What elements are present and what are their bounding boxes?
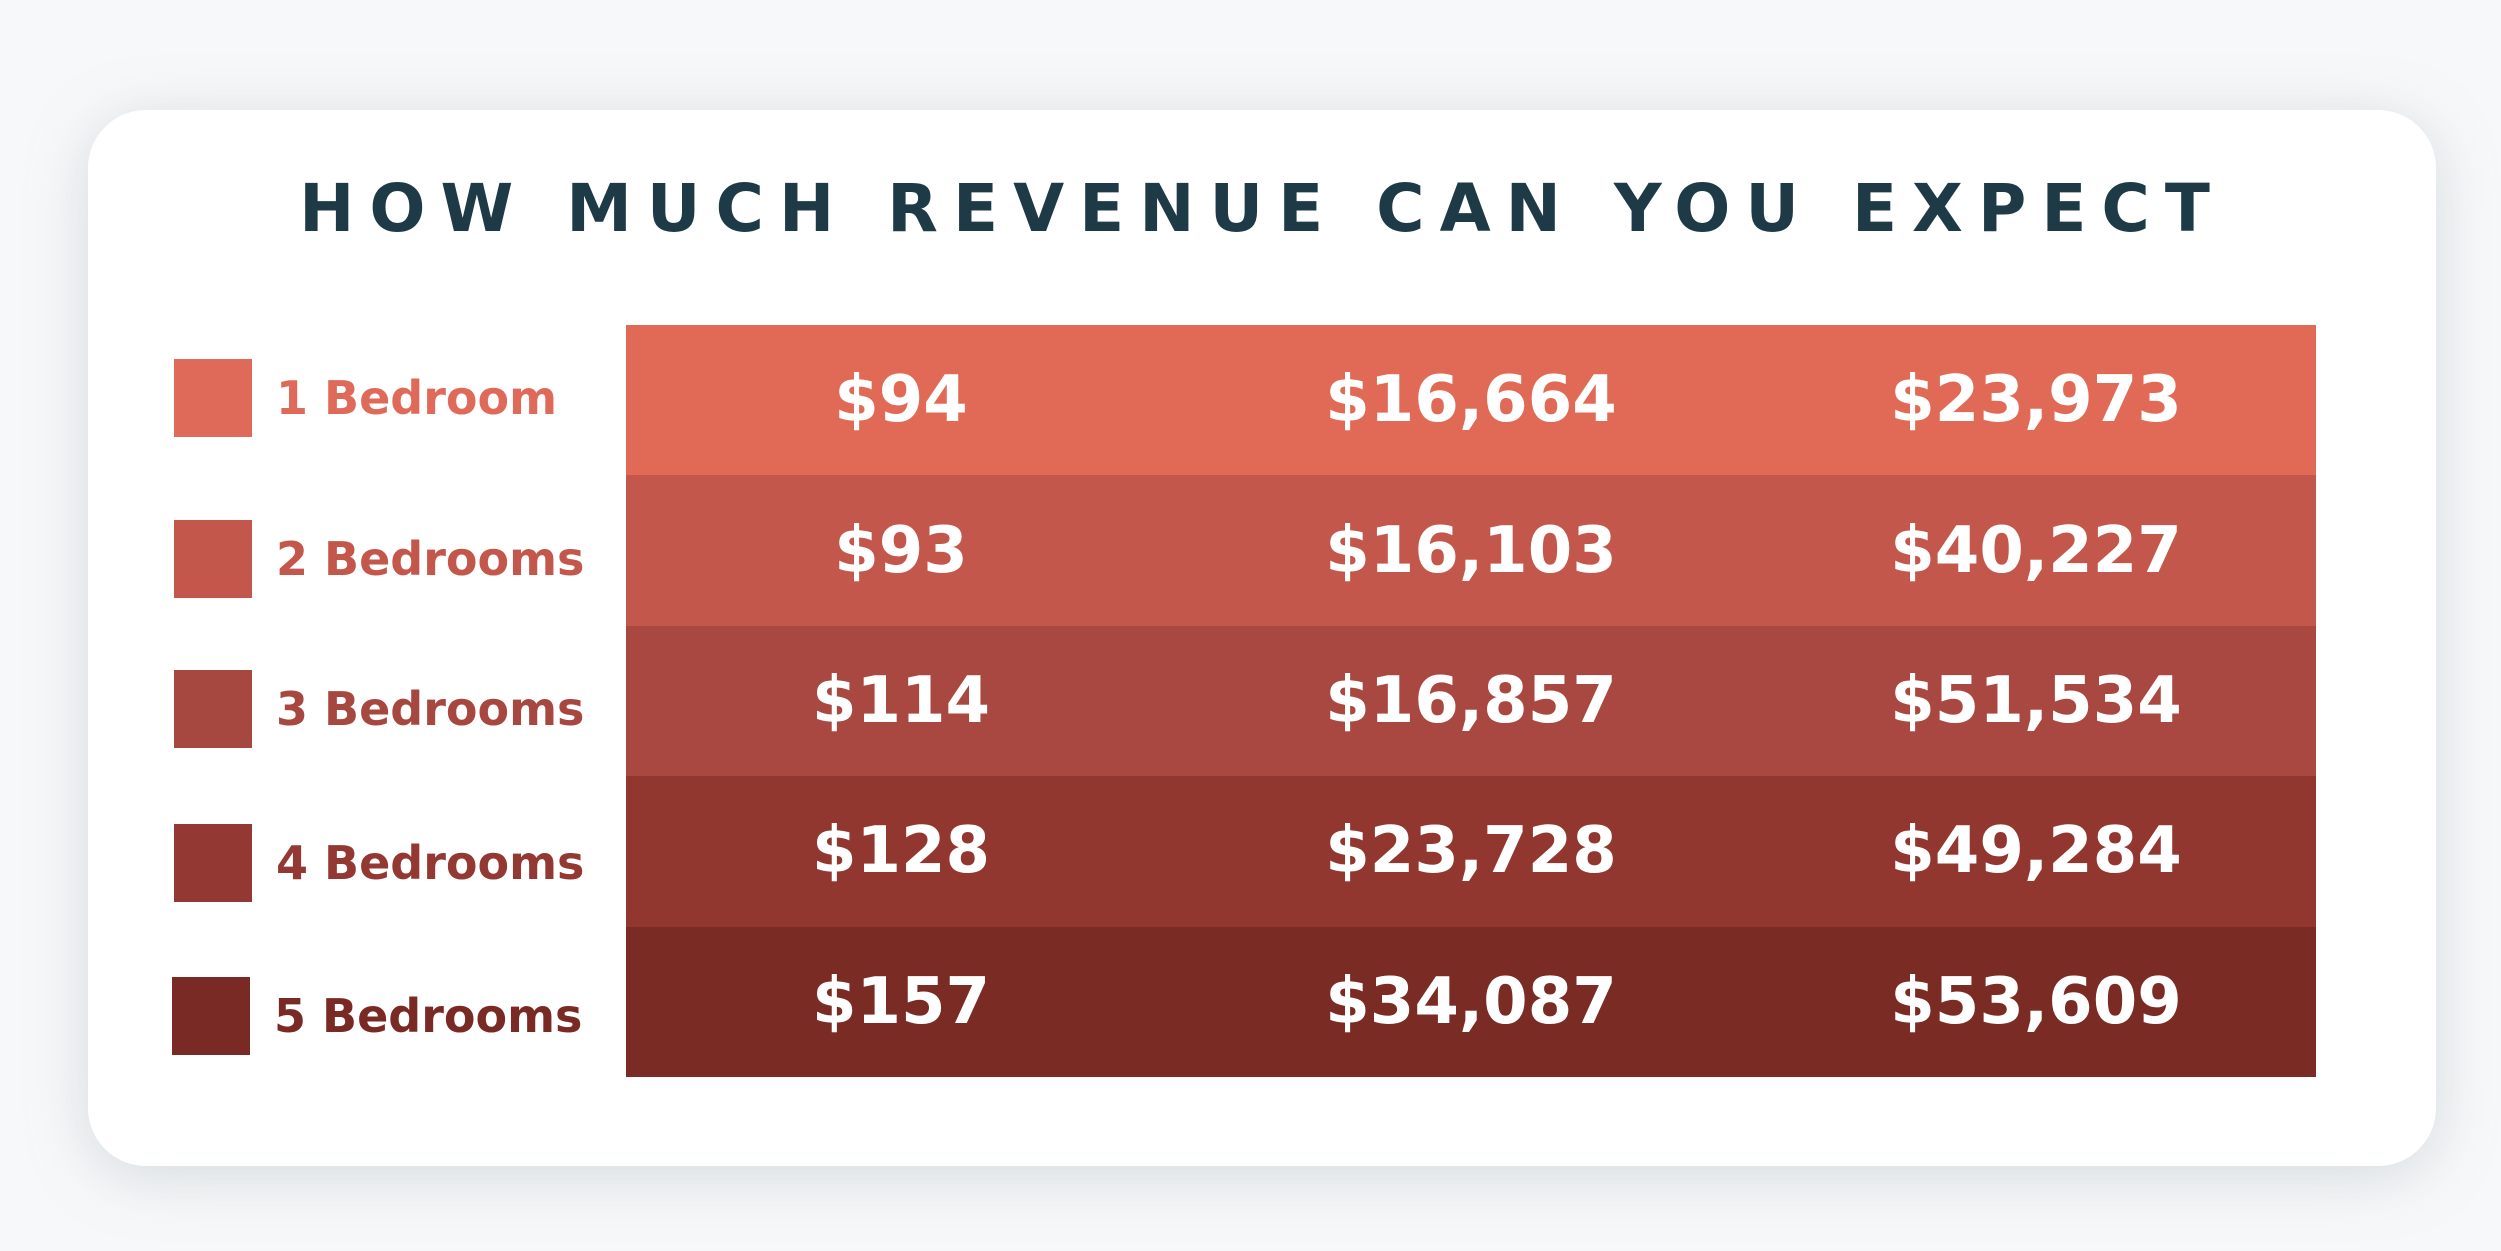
legend-label: 2 Bedrooms bbox=[276, 532, 585, 586]
legend-item: 3 Bedrooms bbox=[174, 670, 584, 748]
legend-swatch bbox=[174, 670, 252, 748]
table-cell: $128 bbox=[811, 814, 991, 889]
table-cell: $40,227 bbox=[1890, 513, 2182, 588]
revenue-table: $94 $16,664 $23,973 $93 $16,103 $40,227 … bbox=[626, 325, 2316, 1077]
table-cell: $94 bbox=[834, 363, 968, 438]
table-row: $94 $16,664 $23,973 bbox=[626, 325, 2316, 476]
table-cell: $51,534 bbox=[1890, 663, 2182, 738]
legend-item: 2 Bedrooms bbox=[174, 520, 584, 598]
revenue-card: HOW MUCH REVENUE CAN YOU EXPECT 1 Bedroo… bbox=[88, 110, 2436, 1166]
table-cell: $93 bbox=[834, 513, 968, 588]
table-cell: $114 bbox=[811, 663, 991, 738]
legend-label: 1 Bedroom bbox=[276, 371, 558, 425]
table-cell: $16,664 bbox=[1325, 363, 1617, 438]
table-row: $157 $34,087 $53,609 bbox=[626, 926, 2316, 1077]
legend-item: 5 Bedrooms bbox=[172, 977, 582, 1055]
table-cell: $49,284 bbox=[1890, 814, 2182, 889]
legend-swatch bbox=[174, 520, 252, 598]
legend-label: 4 Bedrooms bbox=[276, 836, 585, 890]
table-cell: $157 bbox=[811, 964, 991, 1039]
table-cell: $53,609 bbox=[1890, 964, 2182, 1039]
table-cell: $34,087 bbox=[1325, 964, 1617, 1039]
legend-swatch bbox=[174, 824, 252, 902]
chart-title: HOW MUCH REVENUE CAN YOU EXPECT bbox=[299, 170, 2225, 247]
table-row: $128 $23,728 $49,284 bbox=[626, 776, 2316, 927]
table-row: $93 $16,103 $40,227 bbox=[626, 475, 2316, 626]
legend-swatch bbox=[174, 359, 252, 437]
table-cell: $23,973 bbox=[1890, 363, 2182, 438]
legend-label: 3 Bedrooms bbox=[276, 682, 585, 736]
table-cell: $16,857 bbox=[1325, 663, 1617, 738]
legend-item: 4 Bedrooms bbox=[174, 824, 584, 902]
legend-label: 5 Bedrooms bbox=[274, 989, 583, 1043]
table-row: $114 $16,857 $51,534 bbox=[626, 625, 2316, 777]
table-cell: $16,103 bbox=[1325, 513, 1617, 588]
legend-item: 1 Bedroom bbox=[174, 359, 557, 437]
legend-swatch bbox=[172, 977, 250, 1055]
table-cell: $23,728 bbox=[1325, 814, 1617, 889]
